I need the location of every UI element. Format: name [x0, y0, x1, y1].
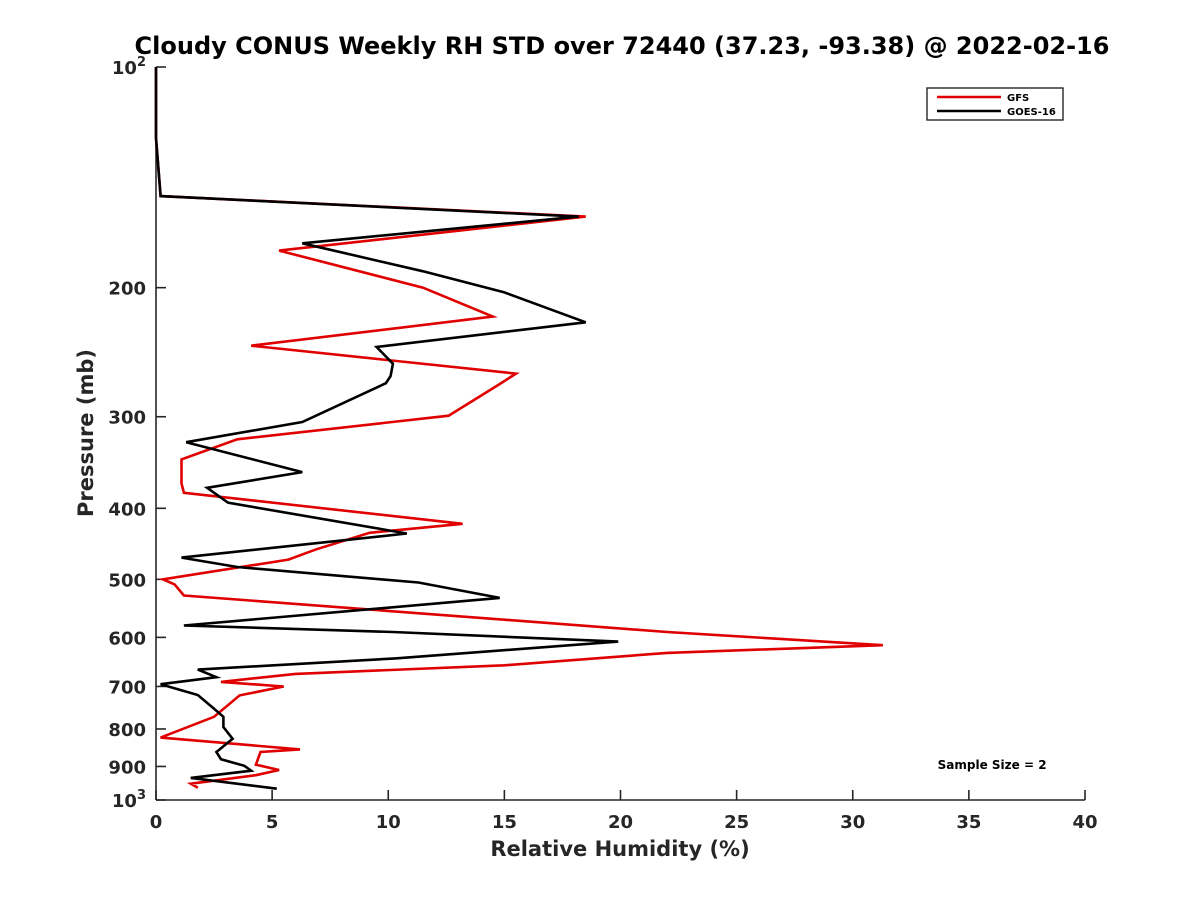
x-tick-label: 5 — [266, 812, 279, 833]
x-tick-label: 20 — [608, 812, 633, 833]
y-tick-label: 103 — [112, 788, 146, 812]
y-tick-label: 300 — [108, 408, 146, 429]
x-tick-label: 10 — [376, 812, 401, 833]
chart-title: Cloudy CONUS Weekly RH STD over 72440 (3… — [135, 32, 1110, 60]
axes: 0 5 10 15 20 25 30 35 40 102 200 300 400 500 600 700 800… — [108, 55, 1097, 833]
legend-box — [926, 87, 1064, 121]
y-tick-label: 700 — [108, 677, 146, 698]
y-tick-label: 800 — [108, 720, 146, 741]
series-layer — [154, 67, 883, 790]
x-tick-label: 35 — [956, 812, 981, 833]
y-tick-label: 400 — [108, 499, 146, 520]
x-tick-label: 25 — [724, 812, 749, 833]
y-axis-label: Pressure (mb) — [74, 349, 98, 517]
series-line-goes-16 — [154, 67, 619, 790]
y-tick-label: 600 — [108, 628, 146, 649]
x-tick-label: 15 — [492, 812, 517, 833]
x-axis-label: Relative Humidity (%) — [490, 837, 749, 861]
sample-size-annotation: Sample Size = 2 — [938, 758, 1047, 772]
x-tick-label: 30 — [840, 812, 865, 833]
legend-label: GFS — [1007, 93, 1029, 104]
x-tick-label: 40 — [1072, 812, 1097, 833]
legend: GFS GOES-16 — [926, 87, 1064, 121]
y-tick-label: 500 — [108, 570, 146, 591]
y-tick-label: 102 — [112, 55, 146, 79]
annotations: Sample Size = 2 — [938, 758, 1047, 772]
x-tick-label: 0 — [150, 812, 163, 833]
y-tick-label: 200 — [108, 279, 146, 300]
series-line-gfs — [154, 67, 883, 789]
legend-label: GOES-16 — [1007, 107, 1056, 118]
y-tick-label: 900 — [108, 757, 146, 778]
